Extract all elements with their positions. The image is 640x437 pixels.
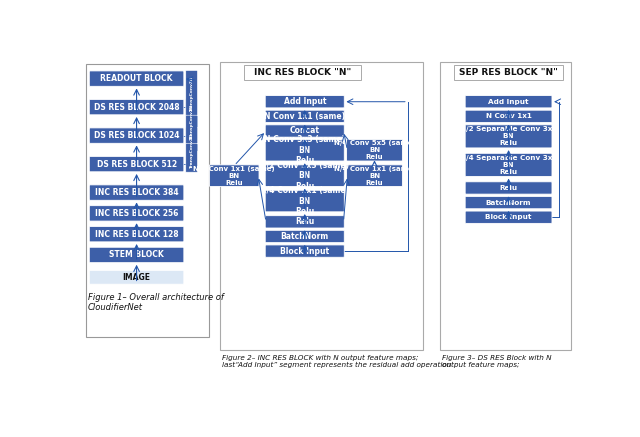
FancyBboxPatch shape <box>465 196 552 209</box>
Bar <box>244 65 360 80</box>
Text: Concat: Concat <box>290 126 320 135</box>
Text: Relu: Relu <box>499 185 518 191</box>
FancyBboxPatch shape <box>90 271 184 284</box>
FancyBboxPatch shape <box>465 182 552 194</box>
Text: READOUT BLOCK: READOUT BLOCK <box>100 74 173 83</box>
FancyBboxPatch shape <box>465 153 552 177</box>
FancyBboxPatch shape <box>90 206 184 221</box>
FancyBboxPatch shape <box>186 127 197 173</box>
Text: SEP RES BLOCK "N": SEP RES BLOCK "N" <box>459 68 558 77</box>
FancyBboxPatch shape <box>465 211 552 223</box>
Text: IMAGE: IMAGE <box>123 273 150 282</box>
Text: BatchNorm: BatchNorm <box>486 200 531 205</box>
FancyBboxPatch shape <box>265 216 344 228</box>
Text: N Conv 1x1: N Conv 1x1 <box>486 113 531 119</box>
Text: INC RES BLOCK "N": INC RES BLOCK "N" <box>254 68 351 77</box>
Text: DS RES BLOCK 2048: DS RES BLOCK 2048 <box>94 103 179 111</box>
Text: N/4 Conv 1x1 (same)
BN
Relu: N/4 Conv 1x1 (same) BN Relu <box>260 186 349 216</box>
Text: N/4 Conv 1x1 (same)
BN
Relu: N/4 Conv 1x1 (same) BN Relu <box>333 166 415 186</box>
Text: DS RES BLOCK 512: DS RES BLOCK 512 <box>97 160 177 169</box>
FancyBboxPatch shape <box>265 165 344 187</box>
Text: INC RES BLOCK 384: INC RES BLOCK 384 <box>95 188 179 197</box>
FancyBboxPatch shape <box>90 128 184 143</box>
Text: N Conv 3x3 (same)
BN
Relu: N Conv 3x3 (same) BN Relu <box>264 135 346 165</box>
Text: N/2 Separable Conv 3x3
BN
Relu: N/2 Separable Conv 3x3 BN Relu <box>460 126 557 146</box>
FancyBboxPatch shape <box>265 96 344 108</box>
Text: N/2 Conv 3x3 (same)
BN
Relu: N/2 Conv 3x3 (same) BN Relu <box>260 161 349 191</box>
Text: Add Input: Add Input <box>284 97 326 106</box>
Text: TranspConv2D: TranspConv2D <box>189 75 194 111</box>
Bar <box>220 62 423 350</box>
Text: N/4 Conv 5x5 (same)
BN
Relu: N/4 Conv 5x5 (same) BN Relu <box>333 140 415 160</box>
Text: N/4 Separable Conv 3x3
BN
Relu: N/4 Separable Conv 3x3 BN Relu <box>460 155 557 175</box>
FancyBboxPatch shape <box>186 99 197 144</box>
Text: N Conv 1x1 (same): N Conv 1x1 (same) <box>264 112 346 121</box>
Text: Relu: Relu <box>295 217 314 226</box>
Text: Figure 2– INC RES BLOCK with N output feature maps;
last“Add Input” segment repr: Figure 2– INC RES BLOCK with N output fe… <box>222 355 451 368</box>
FancyBboxPatch shape <box>90 99 184 115</box>
Text: Block Input: Block Input <box>485 214 532 220</box>
Text: Figure 1– Overall architecture of
CloudifierNet: Figure 1– Overall architecture of Cloudi… <box>88 293 223 312</box>
FancyBboxPatch shape <box>90 156 184 172</box>
Text: DS RES BLOCK 1024: DS RES BLOCK 1024 <box>94 131 179 140</box>
FancyBboxPatch shape <box>265 230 344 243</box>
Text: Block Input: Block Input <box>280 246 330 256</box>
FancyBboxPatch shape <box>90 71 184 87</box>
FancyBboxPatch shape <box>465 110 552 122</box>
FancyBboxPatch shape <box>90 185 184 200</box>
FancyBboxPatch shape <box>265 190 344 212</box>
FancyBboxPatch shape <box>265 110 344 122</box>
Text: N/2 Conv 1x1 (same)
BN
Relu: N/2 Conv 1x1 (same) BN Relu <box>193 166 275 186</box>
Bar <box>86 64 209 337</box>
Text: TranspConv2D: TranspConv2D <box>189 132 194 168</box>
FancyBboxPatch shape <box>347 139 403 161</box>
Text: STEM BLOCK: STEM BLOCK <box>109 250 164 260</box>
Text: Add Input: Add Input <box>488 99 529 105</box>
FancyBboxPatch shape <box>465 96 552 108</box>
FancyBboxPatch shape <box>186 70 197 115</box>
FancyBboxPatch shape <box>265 139 344 161</box>
Text: TranspConv2D: TranspConv2D <box>189 104 194 139</box>
FancyBboxPatch shape <box>90 247 184 263</box>
FancyBboxPatch shape <box>465 125 552 148</box>
Text: Figure 3– DS RES Block with N
output feature maps;: Figure 3– DS RES Block with N output fea… <box>442 355 552 368</box>
FancyBboxPatch shape <box>90 226 184 242</box>
Text: BatchNorm: BatchNorm <box>280 232 329 241</box>
FancyBboxPatch shape <box>265 245 344 257</box>
FancyBboxPatch shape <box>209 165 259 187</box>
Text: INC RES BLOCK 256: INC RES BLOCK 256 <box>95 209 179 218</box>
Bar <box>440 62 571 350</box>
Bar <box>454 65 563 80</box>
FancyBboxPatch shape <box>347 165 403 187</box>
FancyBboxPatch shape <box>265 125 344 137</box>
Text: INC RES BLOCK 128: INC RES BLOCK 128 <box>95 230 179 239</box>
